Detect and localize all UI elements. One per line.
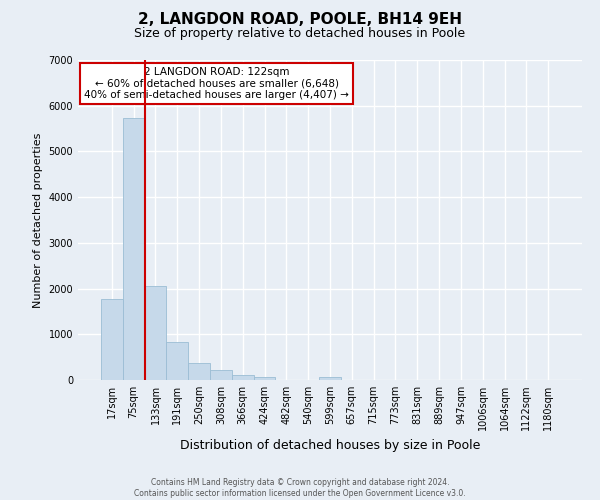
Text: 2, LANGDON ROAD, POOLE, BH14 9EH: 2, LANGDON ROAD, POOLE, BH14 9EH bbox=[138, 12, 462, 28]
Bar bbox=[145, 286, 166, 380]
Text: Size of property relative to detached houses in Poole: Size of property relative to detached ho… bbox=[134, 28, 466, 40]
Y-axis label: Number of detached properties: Number of detached properties bbox=[33, 132, 43, 308]
Bar bbox=[319, 378, 341, 380]
Bar bbox=[210, 370, 232, 380]
Bar bbox=[101, 298, 123, 380]
Bar bbox=[123, 118, 145, 380]
Text: 2 LANGDON ROAD: 122sqm
← 60% of detached houses are smaller (6,648)
40% of semi-: 2 LANGDON ROAD: 122sqm ← 60% of detached… bbox=[84, 67, 349, 100]
Bar bbox=[166, 342, 188, 380]
Bar bbox=[232, 376, 254, 380]
Bar bbox=[188, 364, 210, 380]
X-axis label: Distribution of detached houses by size in Poole: Distribution of detached houses by size … bbox=[180, 438, 480, 452]
Text: Contains HM Land Registry data © Crown copyright and database right 2024.
Contai: Contains HM Land Registry data © Crown c… bbox=[134, 478, 466, 498]
Bar bbox=[254, 378, 275, 380]
